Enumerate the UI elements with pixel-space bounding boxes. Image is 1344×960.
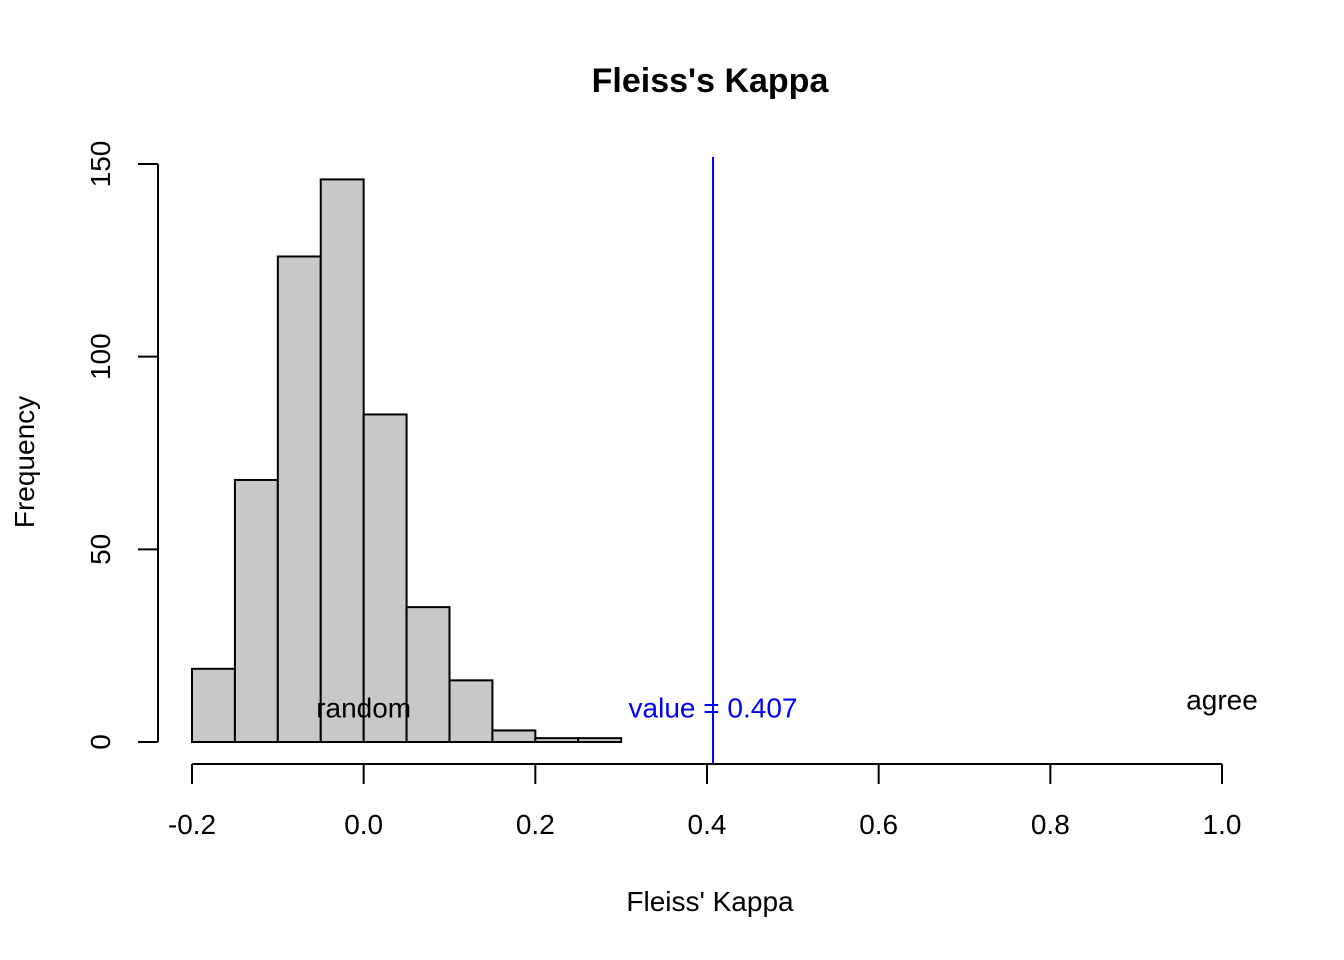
- annotation-0: random: [316, 692, 411, 723]
- annotation-1: value = 0.407: [629, 692, 798, 723]
- histogram-bar-4: [362, 413, 408, 743]
- histogram-bar-3: [319, 178, 365, 743]
- histogram-bar-7: [491, 729, 537, 744]
- x-tick-label-4: 0.6: [859, 809, 898, 840]
- y-tick-label-1: 50: [85, 534, 116, 565]
- y-axis-title: Frequency: [9, 396, 40, 528]
- x-tick-label-0: -0.2: [168, 809, 216, 840]
- histogram-bar-6: [448, 679, 494, 744]
- annotation-2: agree: [1186, 685, 1258, 716]
- y-tick-label-3: 150: [85, 141, 116, 188]
- y-axis: 0 50 100 150: [85, 141, 159, 750]
- histogram-bar-1: [233, 478, 279, 743]
- histogram-bar-5: [405, 606, 451, 744]
- x-tick-label-6: 1.0: [1203, 809, 1242, 840]
- y-tick-label-0: 0: [85, 734, 116, 750]
- histogram-bar-0: [191, 667, 236, 744]
- x-tick-label-5: 0.8: [1031, 809, 1070, 840]
- y-tick-label-2: 100: [85, 333, 116, 380]
- histogram-bar-2: [276, 255, 322, 743]
- x-axis-title: Fleiss' Kappa: [626, 886, 794, 917]
- x-axis: -0.2 0.0 0.2 0.4 0.6 0.8 1.0: [168, 763, 1242, 840]
- x-tick-label-2: 0.2: [516, 809, 555, 840]
- x-tick-label-3: 0.4: [688, 809, 727, 840]
- histogram-bars: [191, 178, 623, 744]
- histogram-bar-9: [577, 737, 623, 744]
- annotations: random value = 0.407 agree: [316, 685, 1258, 724]
- x-tick-label-1: 0.0: [344, 809, 383, 840]
- chart-title: Fleiss's Kappa: [592, 62, 830, 100]
- histogram-bar-8: [534, 737, 580, 744]
